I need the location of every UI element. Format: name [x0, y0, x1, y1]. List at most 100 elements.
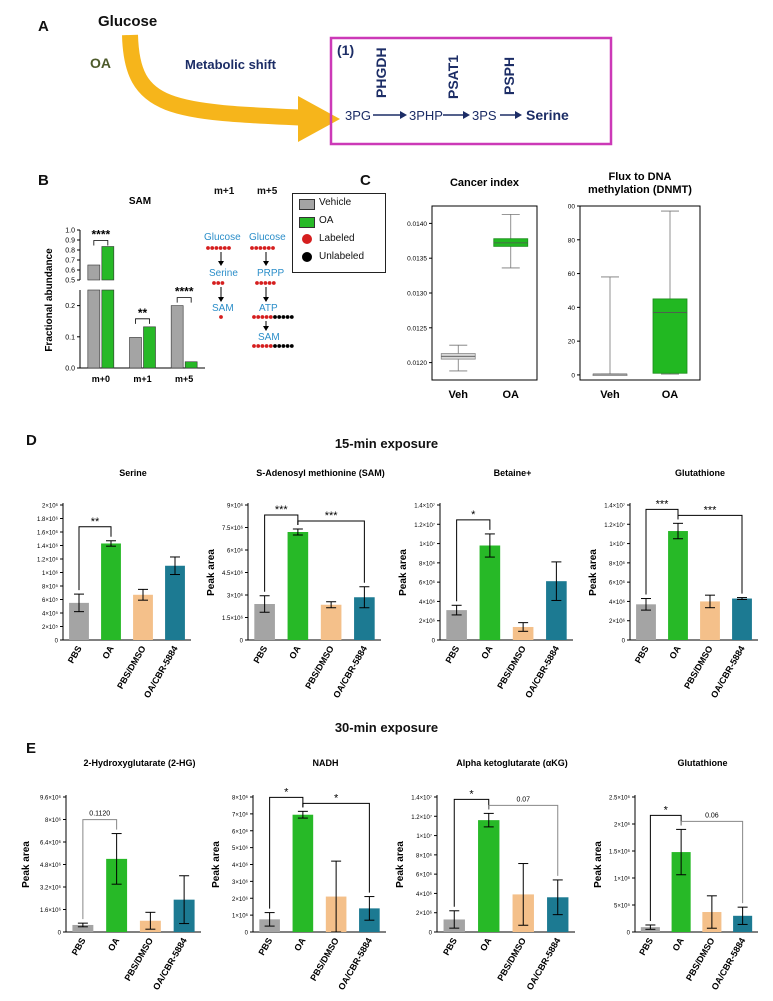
bar-pbs-dmso — [700, 601, 720, 640]
y-tick-label: 1.0 — [65, 228, 75, 235]
y-tick-label: 8×10⁶ — [609, 560, 626, 567]
y-tick-label: 1.2×10⁶ — [37, 557, 59, 564]
m1-glucose-labeled-atom — [206, 246, 210, 250]
bar-oa-cbr-5884 — [732, 598, 752, 640]
significance-bracket — [456, 519, 491, 602]
x-tick-label: PBS/DMSO — [495, 936, 528, 983]
pathway-arrowhead — [263, 297, 269, 302]
y-tick-label: 6×10⁶ — [416, 872, 433, 879]
pathway-arrowhead — [263, 261, 269, 266]
m5-atp-unlabeled-atom — [281, 315, 286, 319]
bar-pbs-dmso — [133, 594, 153, 640]
metabolic-shift-arrowhead — [298, 96, 340, 142]
x-tick-label: OA/CBR-5884 — [336, 936, 374, 992]
significance-label: *** — [704, 504, 718, 516]
enzyme-psph: PSPH — [501, 56, 517, 95]
arrowhead-2 — [463, 111, 470, 119]
y-axis-label: Peak area — [211, 841, 222, 888]
m5-sam-labeled-atom — [268, 344, 273, 348]
legend-vehicle-swatch — [299, 199, 315, 210]
chart-title: Betaine+ — [494, 468, 532, 478]
y-tick-label: 4×10⁶ — [419, 599, 436, 606]
chart-title: Glutathione — [678, 758, 728, 768]
m1-serine-labeled-atom — [216, 281, 221, 285]
x-tick-label: PBS — [66, 644, 84, 665]
m1-glucose-labeled-atom — [214, 246, 219, 250]
significance-label: ** — [91, 516, 100, 528]
m5-sam-unlabeled-atom — [289, 344, 294, 348]
bar-oa — [479, 545, 501, 640]
significance-label: *** — [325, 510, 339, 522]
y-tick-label: 0 — [432, 639, 436, 645]
m5-prpp-labeled-atom — [259, 281, 264, 285]
m5-prpp-labeled-atom — [267, 281, 272, 285]
significance-label: 0.1120 — [89, 811, 110, 818]
legend-oa: OA — [319, 215, 334, 226]
x-tick-label: PBS/DMSO — [308, 936, 341, 983]
y-tick-label: 0.6 — [65, 268, 75, 275]
y-tick-label: 6×10⁶ — [609, 580, 626, 587]
bar-vehicle — [129, 337, 142, 369]
significance-label: **** — [91, 228, 110, 242]
y-axis-label: Peak area — [398, 549, 409, 596]
significance-label: * — [334, 792, 339, 804]
bar-oa-cbr-5884 — [354, 597, 375, 640]
m5-glucose-labeled-atom — [271, 246, 275, 250]
y-tick-label: 0 — [627, 931, 631, 937]
legend-labeled-dot — [302, 234, 312, 244]
panel-label-e: E — [26, 740, 37, 757]
significance-bracket — [93, 240, 109, 246]
y-tick-label: 1×10⁷ — [416, 833, 432, 840]
e-2hg-chart: 2-Hydroxyglutarate (2-HG) Peak area 0 1.6×1… — [21, 758, 201, 992]
y-tick-label: 2×10⁶ — [609, 618, 626, 625]
y-tick-label: 8×10⁶ — [45, 817, 62, 824]
x-tick-label: OA/CBR-5884 — [709, 936, 747, 992]
y-tick-label: 3.2×10⁶ — [40, 885, 62, 892]
significance-label: 0.06 — [705, 812, 719, 819]
bar-pbs — [446, 610, 467, 640]
y-tick-label: 8×10⁶ — [232, 795, 249, 802]
y-tick-label: 0 — [429, 931, 433, 937]
y-tick-label: 0.0125 — [407, 325, 427, 332]
m5-prpp-labeled-atom — [263, 281, 268, 285]
bar-vehicle-upper — [87, 264, 101, 281]
metabolite-serine: Serine — [526, 107, 569, 123]
e-section-title: 30-min exposure — [334, 720, 439, 735]
y-tick-label: 1.5×10⁶ — [222, 615, 244, 622]
y-tick-label: 1×10⁷ — [419, 541, 435, 548]
y-axis-label: Peak area — [206, 549, 217, 596]
y-tick-label: 0.0135 — [407, 256, 427, 263]
panel-label-b: B — [38, 172, 49, 189]
significance-bracket — [677, 514, 743, 594]
bar-oa — [478, 820, 500, 932]
significance-label: * — [284, 786, 289, 798]
x-tick-label: PBS — [637, 936, 655, 957]
sam-fraction-chart: SAM Fractional abundance 0.5 0.6 0.7 0.8 0.9 1.… — [44, 196, 205, 384]
bar-oa-cbr-5884 — [165, 565, 185, 640]
y-tick-label: 0 — [240, 639, 244, 645]
metabolite-3ps: 3PS — [472, 108, 497, 123]
y-axis-label: Peak area — [588, 549, 599, 596]
y-tick-label: 4.8×10⁶ — [40, 862, 62, 869]
significance-label: * — [664, 804, 669, 816]
bar-pbs-dmso — [512, 626, 534, 640]
chart-title: SAM — [129, 196, 151, 207]
significance-bracket — [302, 802, 370, 893]
m5-atp-unlabeled-atom — [277, 315, 282, 319]
y-tick-label: 0.2 — [65, 303, 75, 310]
x-tick-label: OA — [503, 389, 520, 401]
x-tick-label: OA — [479, 644, 495, 661]
bar-oa — [668, 531, 688, 640]
m5-atp-labeled-atom — [256, 315, 261, 319]
y-tick-label: 1.6×10⁶ — [40, 907, 62, 914]
m5-sam: SAM — [258, 332, 280, 343]
legend-unlabeled-dot — [302, 252, 312, 262]
m1-serine: Serine — [209, 268, 238, 279]
y-tick-label: 5×10⁵ — [614, 903, 631, 910]
x-tick-label: m+1 — [133, 374, 151, 384]
labeling-dots — [206, 246, 294, 348]
d-sam-chart: S-Adenosyl methionine (SAM) Peak area 0 1.5… — [206, 468, 385, 700]
panel-label-d: D — [26, 432, 37, 449]
bar-oa — [292, 814, 314, 932]
chart-title: Glutathione — [675, 468, 725, 478]
